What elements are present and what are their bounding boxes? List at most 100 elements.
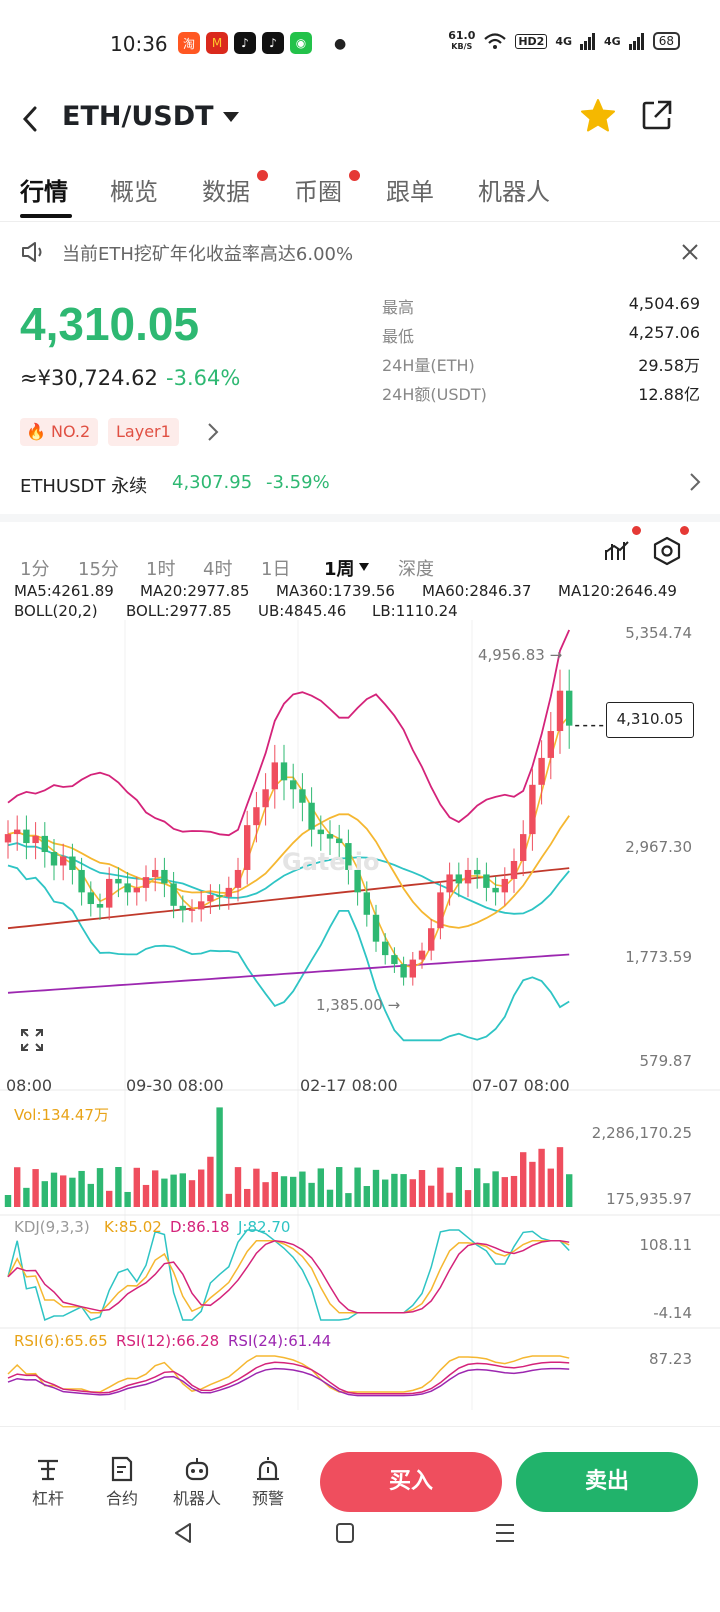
timeframe-depth[interactable]: 深度: [398, 559, 434, 580]
robot-label: 机器人: [172, 1489, 221, 1508]
candle-body-42: [391, 955, 398, 965]
volume-bar-20: [188, 1180, 196, 1207]
volume-bar-40: [372, 1169, 380, 1207]
timeframe-1h[interactable]: 1时: [146, 559, 176, 580]
rank-tag-label: NO.2: [51, 422, 91, 441]
favorite-star-icon[interactable]: [580, 98, 616, 134]
volume-bar-34: [317, 1168, 324, 1207]
stat-amount-label: 24H额(USDT): [382, 385, 487, 404]
y-tick-top: 5,354.74: [625, 624, 692, 642]
candle-body-37: [345, 843, 352, 870]
legend-boll-mid: BOLL:2977.85: [126, 602, 232, 620]
stat-low-value: 4,257.06: [628, 323, 700, 342]
taobao-app-icon: 淘: [178, 32, 200, 54]
status-app-icons: 淘 M ♪ ♪ ◉: [178, 32, 312, 54]
stat-low-label: 最低: [382, 327, 415, 346]
leverage-button[interactable]: 杠杆: [18, 1455, 78, 1509]
ma120-line: [7, 867, 570, 930]
volume-bar-19: [179, 1173, 186, 1207]
rank-tag[interactable]: 🔥 NO.2: [20, 418, 99, 446]
candle-body-36: [336, 838, 343, 844]
kdj-d: D:86.18: [170, 1218, 230, 1236]
volume-bar-59: [547, 1168, 554, 1207]
notice-bar[interactable]: 当前ETH挖矿年化收益率高达6.00%: [0, 232, 720, 272]
volume-bar-51: [474, 1168, 481, 1207]
tab-coin-circle[interactable]: 币圈: [294, 178, 342, 206]
indicator-dot: [632, 526, 641, 535]
tab-market[interactable]: 行情: [20, 178, 68, 206]
candle-body-54: [501, 878, 508, 893]
perpetual-row[interactable]: ETHUSDT 永续 4,307.95 -3.59%: [0, 470, 720, 522]
volume-bar-13: [124, 1191, 131, 1207]
fullscreen-icon[interactable]: [20, 1028, 44, 1052]
nav-menu-icon[interactable]: [494, 1521, 516, 1545]
alert-label: 预警: [251, 1489, 284, 1508]
timeframe-1w[interactable]: 1周: [324, 559, 355, 580]
legend-ma20: MA20:2977.85: [140, 582, 250, 600]
candle-body-41: [382, 941, 389, 956]
volume-bar-56: [520, 1152, 527, 1207]
perpetual-price: 4,307.95: [172, 472, 253, 493]
tab-copy-trade[interactable]: 跟单: [386, 178, 434, 206]
share-icon[interactable]: [640, 98, 674, 132]
tab-robot[interactable]: 机器人: [478, 178, 550, 206]
volume-bar-29: [271, 1171, 278, 1207]
pair-dropdown-icon[interactable]: [222, 110, 240, 124]
volume-bar-23: [216, 1107, 223, 1207]
indicator-chart-icon[interactable]: [604, 538, 632, 564]
header: ETH/USDT: [0, 90, 720, 150]
sell-button[interactable]: 卖出: [516, 1452, 698, 1512]
legend-boll-lb: LB:1110.24: [372, 602, 458, 620]
timeframe-1d[interactable]: 1日: [261, 559, 291, 580]
volume-bar-61: [566, 1174, 573, 1207]
tags-chevron-right-icon[interactable]: [206, 422, 220, 442]
settings-hex-icon[interactable]: [652, 536, 682, 566]
volume-tick-top: 2,286,170.25: [591, 1124, 692, 1142]
page-title[interactable]: ETH/USDT: [62, 101, 214, 132]
candle-body-51: [474, 869, 481, 875]
robot-button[interactable]: 机器人: [164, 1455, 230, 1509]
volume-bar-48: [446, 1192, 453, 1207]
stat-amount-value: 12.88亿: [638, 385, 700, 404]
volume-bar-3: [32, 1169, 39, 1207]
nav-back-icon[interactable]: [172, 1521, 194, 1545]
volume-bar-58: [538, 1148, 545, 1207]
ma5-line: [7, 715, 570, 968]
timeframe-15m[interactable]: 15分: [78, 559, 119, 580]
volume-bar-35: [326, 1189, 334, 1207]
candle-body-2: [23, 829, 30, 844]
volume-bar-24: [225, 1193, 232, 1207]
candle-body-30: [280, 762, 288, 781]
legend-ma60: MA60:2846.37: [422, 582, 532, 600]
volume-bar-10: [96, 1168, 104, 1207]
alert-button[interactable]: 预警: [238, 1455, 298, 1509]
back-icon[interactable]: [18, 104, 42, 134]
kline-chart[interactable]: [0, 620, 720, 1420]
high-marker-label: 4,956.83 →: [478, 646, 563, 664]
last-price-marker: 4,310.05: [606, 702, 694, 738]
volume-label: Vol:134.47万: [14, 1106, 109, 1124]
buy-button[interactable]: 买入: [320, 1452, 502, 1512]
tab-overview[interactable]: 概览: [110, 178, 158, 206]
candle-body-57: [529, 784, 536, 835]
timeframe-dropdown-icon[interactable]: [358, 562, 370, 572]
candle-body-52: [483, 874, 490, 888]
category-tag[interactable]: Layer1: [108, 418, 179, 446]
x-tick-4: 07-07 08:00: [472, 1076, 570, 1095]
volume-bar-42: [391, 1173, 398, 1207]
mcdonalds-app-icon: M: [206, 32, 228, 54]
volume-bar-18: [170, 1174, 177, 1207]
rsi-tick-top: 87.23: [649, 1350, 692, 1368]
nav-home-icon[interactable]: [334, 1521, 356, 1545]
notice-text: 当前ETH挖矿年化收益率高达6.00%: [62, 244, 354, 265]
tab-data[interactable]: 数据: [202, 178, 250, 206]
wifi-icon: [484, 33, 507, 49]
robot-icon: [185, 1458, 209, 1481]
green-app-icon: ◉: [290, 32, 312, 54]
timeframe-1m[interactable]: 1分: [20, 559, 50, 580]
timeframe-4h[interactable]: 4时: [203, 559, 233, 580]
close-icon[interactable]: [680, 242, 700, 262]
contract-button[interactable]: 合约: [92, 1455, 152, 1509]
candle-body-17: [161, 869, 168, 884]
volume-tick-bottom: 175,935.97: [606, 1190, 692, 1208]
